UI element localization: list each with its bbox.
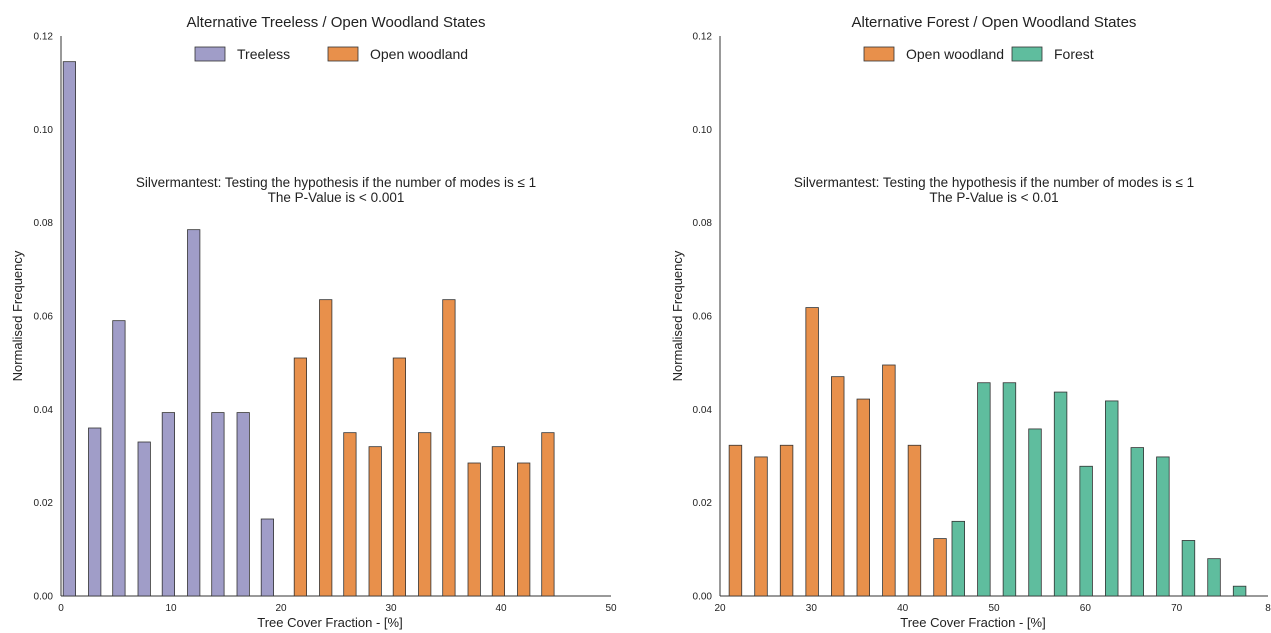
- x-tick-label: 30: [806, 603, 818, 614]
- y-tick-label: 0.08: [34, 218, 54, 229]
- x-axis-label: Tree Cover Fraction - [%]: [257, 615, 402, 630]
- annotation-line: The P-Value is < 0.001: [268, 190, 405, 205]
- y-tick-label: 0.12: [693, 32, 713, 43]
- bar: [779, 444, 794, 597]
- x-tick-label: 40: [495, 603, 507, 614]
- legend-label: Open woodland: [370, 46, 468, 62]
- bar: [211, 412, 225, 597]
- x-axis-label: Tree Cover Fraction - [%]: [900, 615, 1045, 630]
- y-tick-label: 0.06: [34, 312, 54, 323]
- y-axis-label: Normalised Frequency: [10, 250, 25, 381]
- bar: [541, 432, 555, 597]
- x-tick-label: 20: [714, 603, 726, 614]
- bar: [467, 462, 481, 597]
- y-tick-label: 0.02: [34, 498, 54, 509]
- bar: [728, 444, 743, 597]
- bar: [62, 61, 77, 597]
- x-tick-label: 50: [988, 603, 1000, 614]
- y-tick-label: 0.12: [34, 32, 54, 43]
- bar: [491, 446, 506, 597]
- bar: [1156, 456, 1170, 597]
- bar: [319, 299, 333, 597]
- x-tick-label: 10: [165, 603, 177, 614]
- x-tick-label: 0: [58, 603, 64, 614]
- bar: [1105, 400, 1119, 597]
- bar: [1079, 465, 1093, 597]
- bar: [1002, 382, 1017, 597]
- y-tick-label: 0.04: [693, 405, 713, 416]
- bar: [977, 382, 991, 597]
- legend-swatch: [863, 46, 895, 62]
- bar: [933, 538, 947, 597]
- legend-swatch: [194, 46, 226, 62]
- bar: [1232, 585, 1247, 597]
- bar: [343, 432, 357, 597]
- annotation-line: Silvermantest: Testing the hypothesis if…: [136, 175, 536, 190]
- bar: [187, 229, 201, 597]
- annotation-line: The P-Value is < 0.01: [929, 190, 1058, 205]
- y-tick-label: 0.00: [34, 592, 54, 603]
- y-tick-label: 0.10: [693, 125, 713, 136]
- x-tick-label: 30: [385, 603, 397, 614]
- bar: [831, 376, 845, 597]
- bar: [392, 357, 407, 597]
- bar: [517, 462, 531, 597]
- bar: [260, 518, 275, 597]
- y-tick-label: 0.06: [693, 312, 713, 323]
- y-tick-label: 0.10: [34, 125, 54, 136]
- x-tick-label: 60: [1080, 603, 1092, 614]
- legend-label: Open woodland: [906, 46, 1004, 62]
- bar: [236, 412, 250, 597]
- bar: [951, 520, 965, 597]
- bar: [368, 446, 382, 597]
- legend-label: Forest: [1054, 46, 1094, 62]
- chart-title: Alternative Treeless / Open Woodland Sta…: [186, 14, 485, 31]
- x-tick-label: 50: [605, 603, 617, 614]
- chart-right: 0.00 0.02 0.04 0.06 0.08 0.10 0.12 20 30 40 50 60 70…: [670, 14, 1271, 630]
- bar: [137, 441, 151, 597]
- annotation-line: Silvermantest: Testing the hypothesis if…: [794, 175, 1194, 190]
- bar: [112, 320, 126, 597]
- bar: [805, 307, 819, 597]
- legend-swatch: [327, 46, 359, 62]
- legend-swatch: [1011, 46, 1043, 62]
- bar: [1207, 558, 1221, 597]
- bar: [856, 398, 871, 597]
- chart-left: 0.00 0.02 0.04 0.06 0.08 0.10 0.12 0 10 20 30 40 50 A…: [10, 14, 617, 630]
- bar: [418, 432, 432, 597]
- x-tick-label: 40: [897, 603, 909, 614]
- bar: [907, 444, 922, 597]
- chart-title: Alternative Forest / Open Woodland State…: [852, 14, 1137, 31]
- bar: [1028, 428, 1042, 597]
- bar: [882, 364, 896, 597]
- y-tick-label: 0.08: [693, 218, 713, 229]
- y-tick-label: 0.00: [693, 592, 713, 603]
- bar: [1053, 391, 1068, 597]
- x-tick-label: 20: [275, 603, 287, 614]
- legend-label: Treeless: [237, 46, 290, 62]
- y-tick-label: 0.04: [34, 405, 54, 416]
- x-tick-label: 8: [1265, 603, 1271, 614]
- bar: [1130, 447, 1145, 597]
- bar: [88, 427, 102, 597]
- x-tick-label: 70: [1171, 603, 1183, 614]
- bar: [1181, 540, 1196, 597]
- bar: [161, 412, 175, 597]
- bar: [442, 299, 456, 597]
- y-tick-label: 0.02: [693, 498, 713, 509]
- y-axis-label: Normalised Frequency: [670, 250, 685, 381]
- bar: [293, 357, 308, 597]
- bar: [754, 456, 768, 597]
